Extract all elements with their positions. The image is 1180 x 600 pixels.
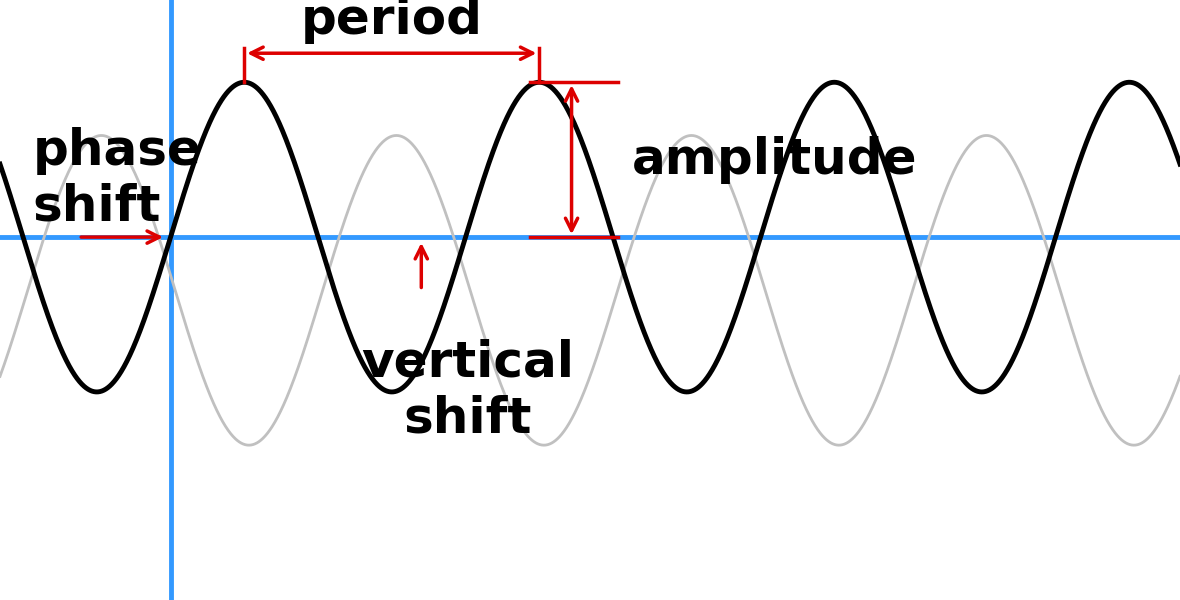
Text: amplitude: amplitude: [631, 136, 917, 184]
Text: phase
shift: phase shift: [32, 127, 201, 231]
Text: period: period: [301, 0, 483, 44]
Text: vertical
shift: vertical shift: [361, 339, 573, 442]
